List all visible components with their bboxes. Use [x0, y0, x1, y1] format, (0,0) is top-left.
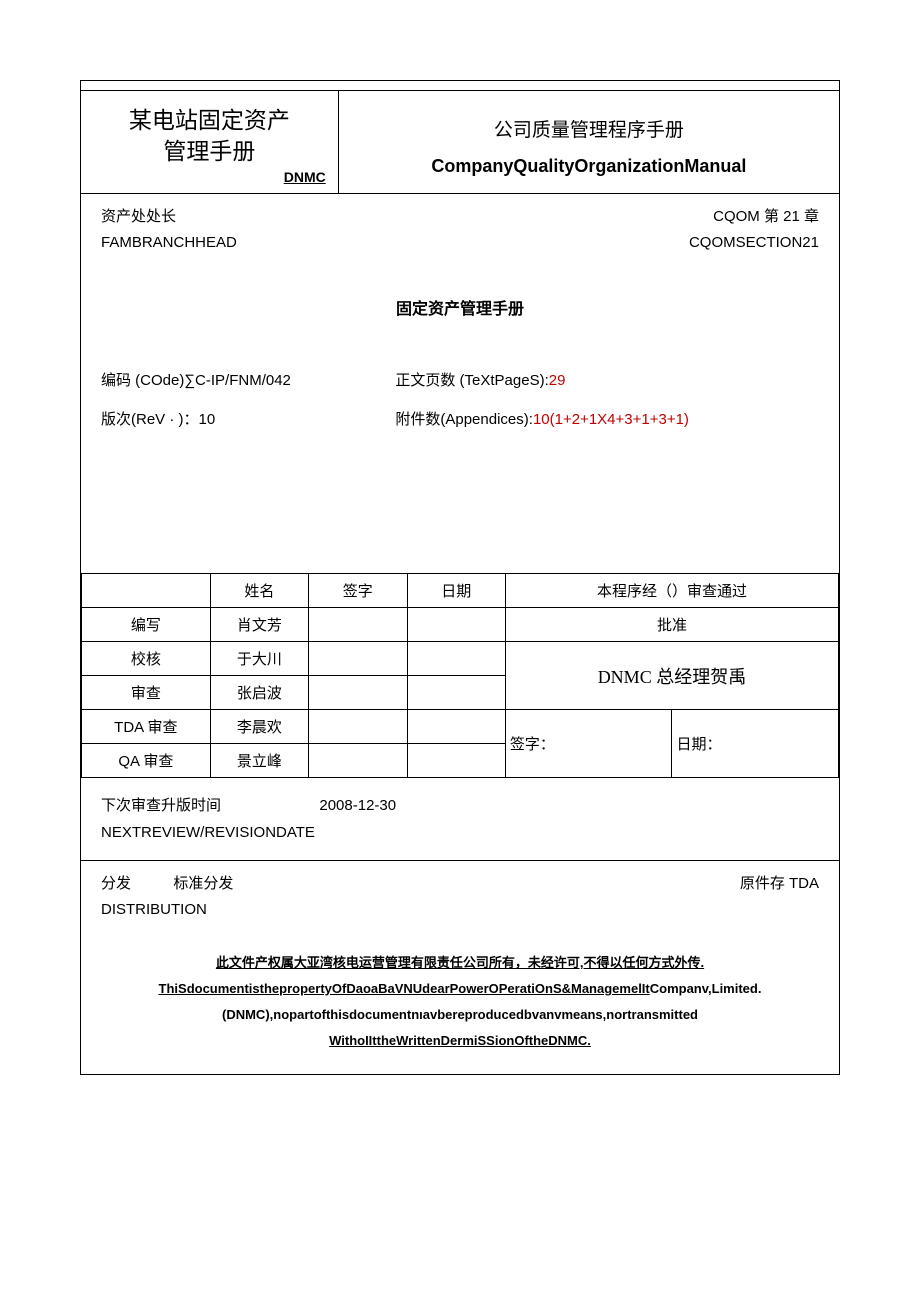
sig-date [407, 744, 505, 778]
dist-orig: 原件存 TDA [740, 875, 819, 892]
chapter-en: CQOMSECTION21 [689, 230, 819, 256]
rev-label: 版次(ReV · )： [101, 411, 199, 428]
role-chapter-row: 资产处处长 FAMBRANCHHEAD CQOM 第 21 章 CQOMSECT… [81, 194, 839, 261]
sig-h-approve: 本程序经（）审查通过 [505, 574, 838, 608]
sig-date [407, 608, 505, 642]
role-cn: 资产处处长 [101, 204, 237, 230]
top-bar [81, 81, 839, 91]
title-row: 某电站固定资产 管理手册 DNMC 公司质量管理程序手册 CompanyQual… [81, 91, 839, 194]
sig-name: 肖文芳 [210, 608, 308, 642]
signature-table: 姓名 签字 日期 本程序经（）审查通过 编写 肖文芳 批准 校核 于大川 DNM… [81, 573, 839, 778]
review-date: 2008-12-30 [319, 797, 396, 814]
appx-cell: 附件数(Appendices):10(1+2+1X4+3+1+3+1) [395, 408, 819, 429]
meta-row-1: 编码 (COde)∑C-IP/FNM/042 正文页数 (TeXtPageS):… [101, 369, 819, 390]
meta-row-2: 版次(ReV · )：10 附件数(Appendices):10(1+2+1X4… [101, 408, 819, 429]
dist-label-cn: 分发 [101, 875, 131, 892]
sig-role: TDA 审查 [82, 710, 211, 744]
title-left: 某电站固定资产 管理手册 DNMC [81, 91, 339, 193]
dist-left: 分发 标准分发 DISTRIBUTION [101, 871, 233, 922]
appx-value: 10(1+2+1X4+3+1+3+1) [533, 411, 689, 428]
sig-role: 审查 [82, 676, 211, 710]
title-right: 公司质量管理程序手册 CompanyQualityOrganizationMan… [339, 91, 839, 193]
chapter-cn: CQOM 第 21 章 [689, 204, 819, 230]
sig-name: 于大川 [210, 642, 308, 676]
sig-row: TDA 审查 李晨欢 签字： 日期： [82, 710, 839, 744]
sig-role: 编写 [82, 608, 211, 642]
pages-value: 29 [549, 372, 566, 389]
sig-blank [82, 574, 211, 608]
sig-name: 张启波 [210, 676, 308, 710]
code-value: ∑C-IP/FNM/042 [184, 372, 291, 389]
pages-cell: 正文页数 (TeXtPageS):29 [395, 369, 819, 390]
appx-label: 附件数(Appendices): [395, 411, 533, 428]
sig-name: 景立峰 [210, 744, 308, 778]
gm-sign-label: 签字： [505, 710, 672, 778]
sig-date [407, 676, 505, 710]
sig-date [407, 710, 505, 744]
footer-en1a: ThiSdocumentisthepropertyOfDaoaBaVNUdear… [159, 981, 650, 996]
company-title-en: CompanyQualityOrganizationManual [345, 156, 833, 177]
sig-row: 编写 肖文芳 批准 [82, 608, 839, 642]
review-block: 下次审查升版时间 2008-12-30 NEXTREVIEW/REVISIOND… [81, 778, 839, 861]
review-label-en: NEXTREVIEW/REVISIONDATE [101, 824, 315, 841]
distribution-block: 分发 标准分发 DISTRIBUTION 原件存 TDA [81, 861, 839, 932]
sig-h-date: 日期 [407, 574, 505, 608]
dnmc-badge: DNMC [87, 169, 332, 185]
role-en: FAMBRANCHHEAD [101, 230, 237, 256]
meta-block: 编码 (COde)∑C-IP/FNM/042 正文页数 (TeXtPageS):… [81, 329, 839, 453]
spacer [81, 453, 839, 573]
sig-header-row: 姓名 签字 日期 本程序经（）审查通过 [82, 574, 839, 608]
doc-title: 固定资产管理手册 [81, 261, 839, 329]
role-block: 资产处处长 FAMBRANCHHEAD [101, 204, 237, 255]
sig-sign [309, 676, 407, 710]
code-label: 编码 (COde) [101, 372, 184, 389]
sig-sign [309, 608, 407, 642]
footer-cn: 此文件产权属大亚湾核电运营管理有限责任公司所有，未经许可,不得以任何方式外传. [93, 950, 827, 976]
footer-en-1: ThiSdocumentisthepropertyOfDaoaBaVNUdear… [93, 976, 827, 1028]
document-frame: 某电站固定资产 管理手册 DNMC 公司质量管理程序手册 CompanyQual… [80, 80, 840, 1075]
manual-title-cn: 某电站固定资产 管理手册 [87, 105, 332, 167]
gm-cell: DNMC 总经理贺禹 [505, 642, 838, 710]
sig-name: 李晨欢 [210, 710, 308, 744]
sig-h-sign: 签字 [309, 574, 407, 608]
code-cell: 编码 (COde)∑C-IP/FNM/042 [101, 369, 395, 390]
gm-date-label: 日期： [672, 710, 839, 778]
review-label-cn: 下次审查升版时间 [101, 797, 221, 814]
footer-en-2: WithoIIttheWrittenDermiSSionOftheDNMC. [93, 1028, 827, 1054]
approve-label: 批准 [505, 608, 838, 642]
sig-h-name: 姓名 [210, 574, 308, 608]
sig-sign [309, 710, 407, 744]
sig-sign [309, 744, 407, 778]
pages-label: 正文页数 (TeXtPageS): [395, 372, 548, 389]
footer-block: 此文件产权属大亚湾核电运营管理有限责任公司所有，未经许可,不得以任何方式外传. … [81, 932, 839, 1074]
sig-sign [309, 642, 407, 676]
rev-cell: 版次(ReV · )：10 [101, 408, 395, 429]
sig-role: QA 审查 [82, 744, 211, 778]
rev-value: 10 [199, 411, 216, 428]
sig-row: 校核 于大川 DNMC 总经理贺禹 [82, 642, 839, 676]
dist-label-en: DISTRIBUTION [101, 901, 207, 918]
dist-std: 标准分发 [173, 875, 233, 892]
chapter-block: CQOM 第 21 章 CQOMSECTION21 [689, 204, 819, 255]
sig-role: 校核 [82, 642, 211, 676]
dist-right: 原件存 TDA [740, 871, 819, 897]
sig-date [407, 642, 505, 676]
company-title-cn: 公司质量管理程序手册 [345, 115, 833, 142]
